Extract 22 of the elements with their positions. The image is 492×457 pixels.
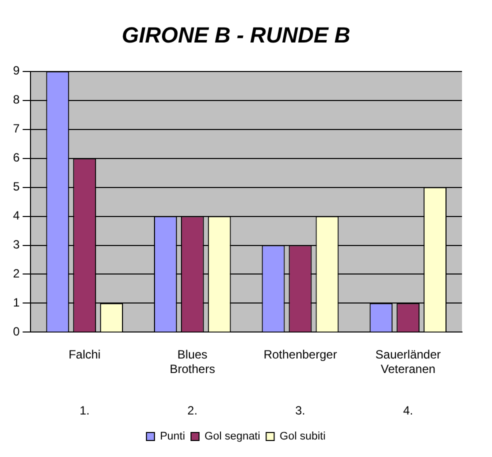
text: 4.: [403, 403, 414, 418]
y-tick-label: 1: [12, 296, 20, 310]
legend-label: Gol segnati: [204, 430, 260, 443]
y-tick-label: 5: [12, 180, 20, 194]
y-tick-label: 4: [12, 208, 20, 223]
legend-label: Gol subiti: [280, 430, 326, 443]
x-tick-label: Blues Brothers: [170, 348, 216, 376]
chart-title: GIRONE B - RUNDE B: [122, 22, 350, 48]
y-tick-label: 6: [12, 150, 20, 165]
x-tick-label: Falchi: [68, 348, 101, 362]
y-tick-label: 3: [12, 238, 20, 252]
x-tick-label: Sauerländer Veteranen: [375, 348, 441, 376]
text: 1.: [80, 403, 90, 418]
text: 3.: [295, 403, 306, 418]
y-tick-label: 7: [12, 122, 20, 136]
y-tick-label: 2: [12, 266, 20, 281]
text: 2.: [187, 403, 198, 418]
y-tick-label: 0: [12, 324, 20, 339]
y-tick-label: 8: [12, 92, 20, 107]
legend-label: Punti: [160, 430, 186, 443]
x-tick-label: Rothenberger: [264, 348, 337, 362]
y-tick-label: 9: [12, 64, 20, 78]
